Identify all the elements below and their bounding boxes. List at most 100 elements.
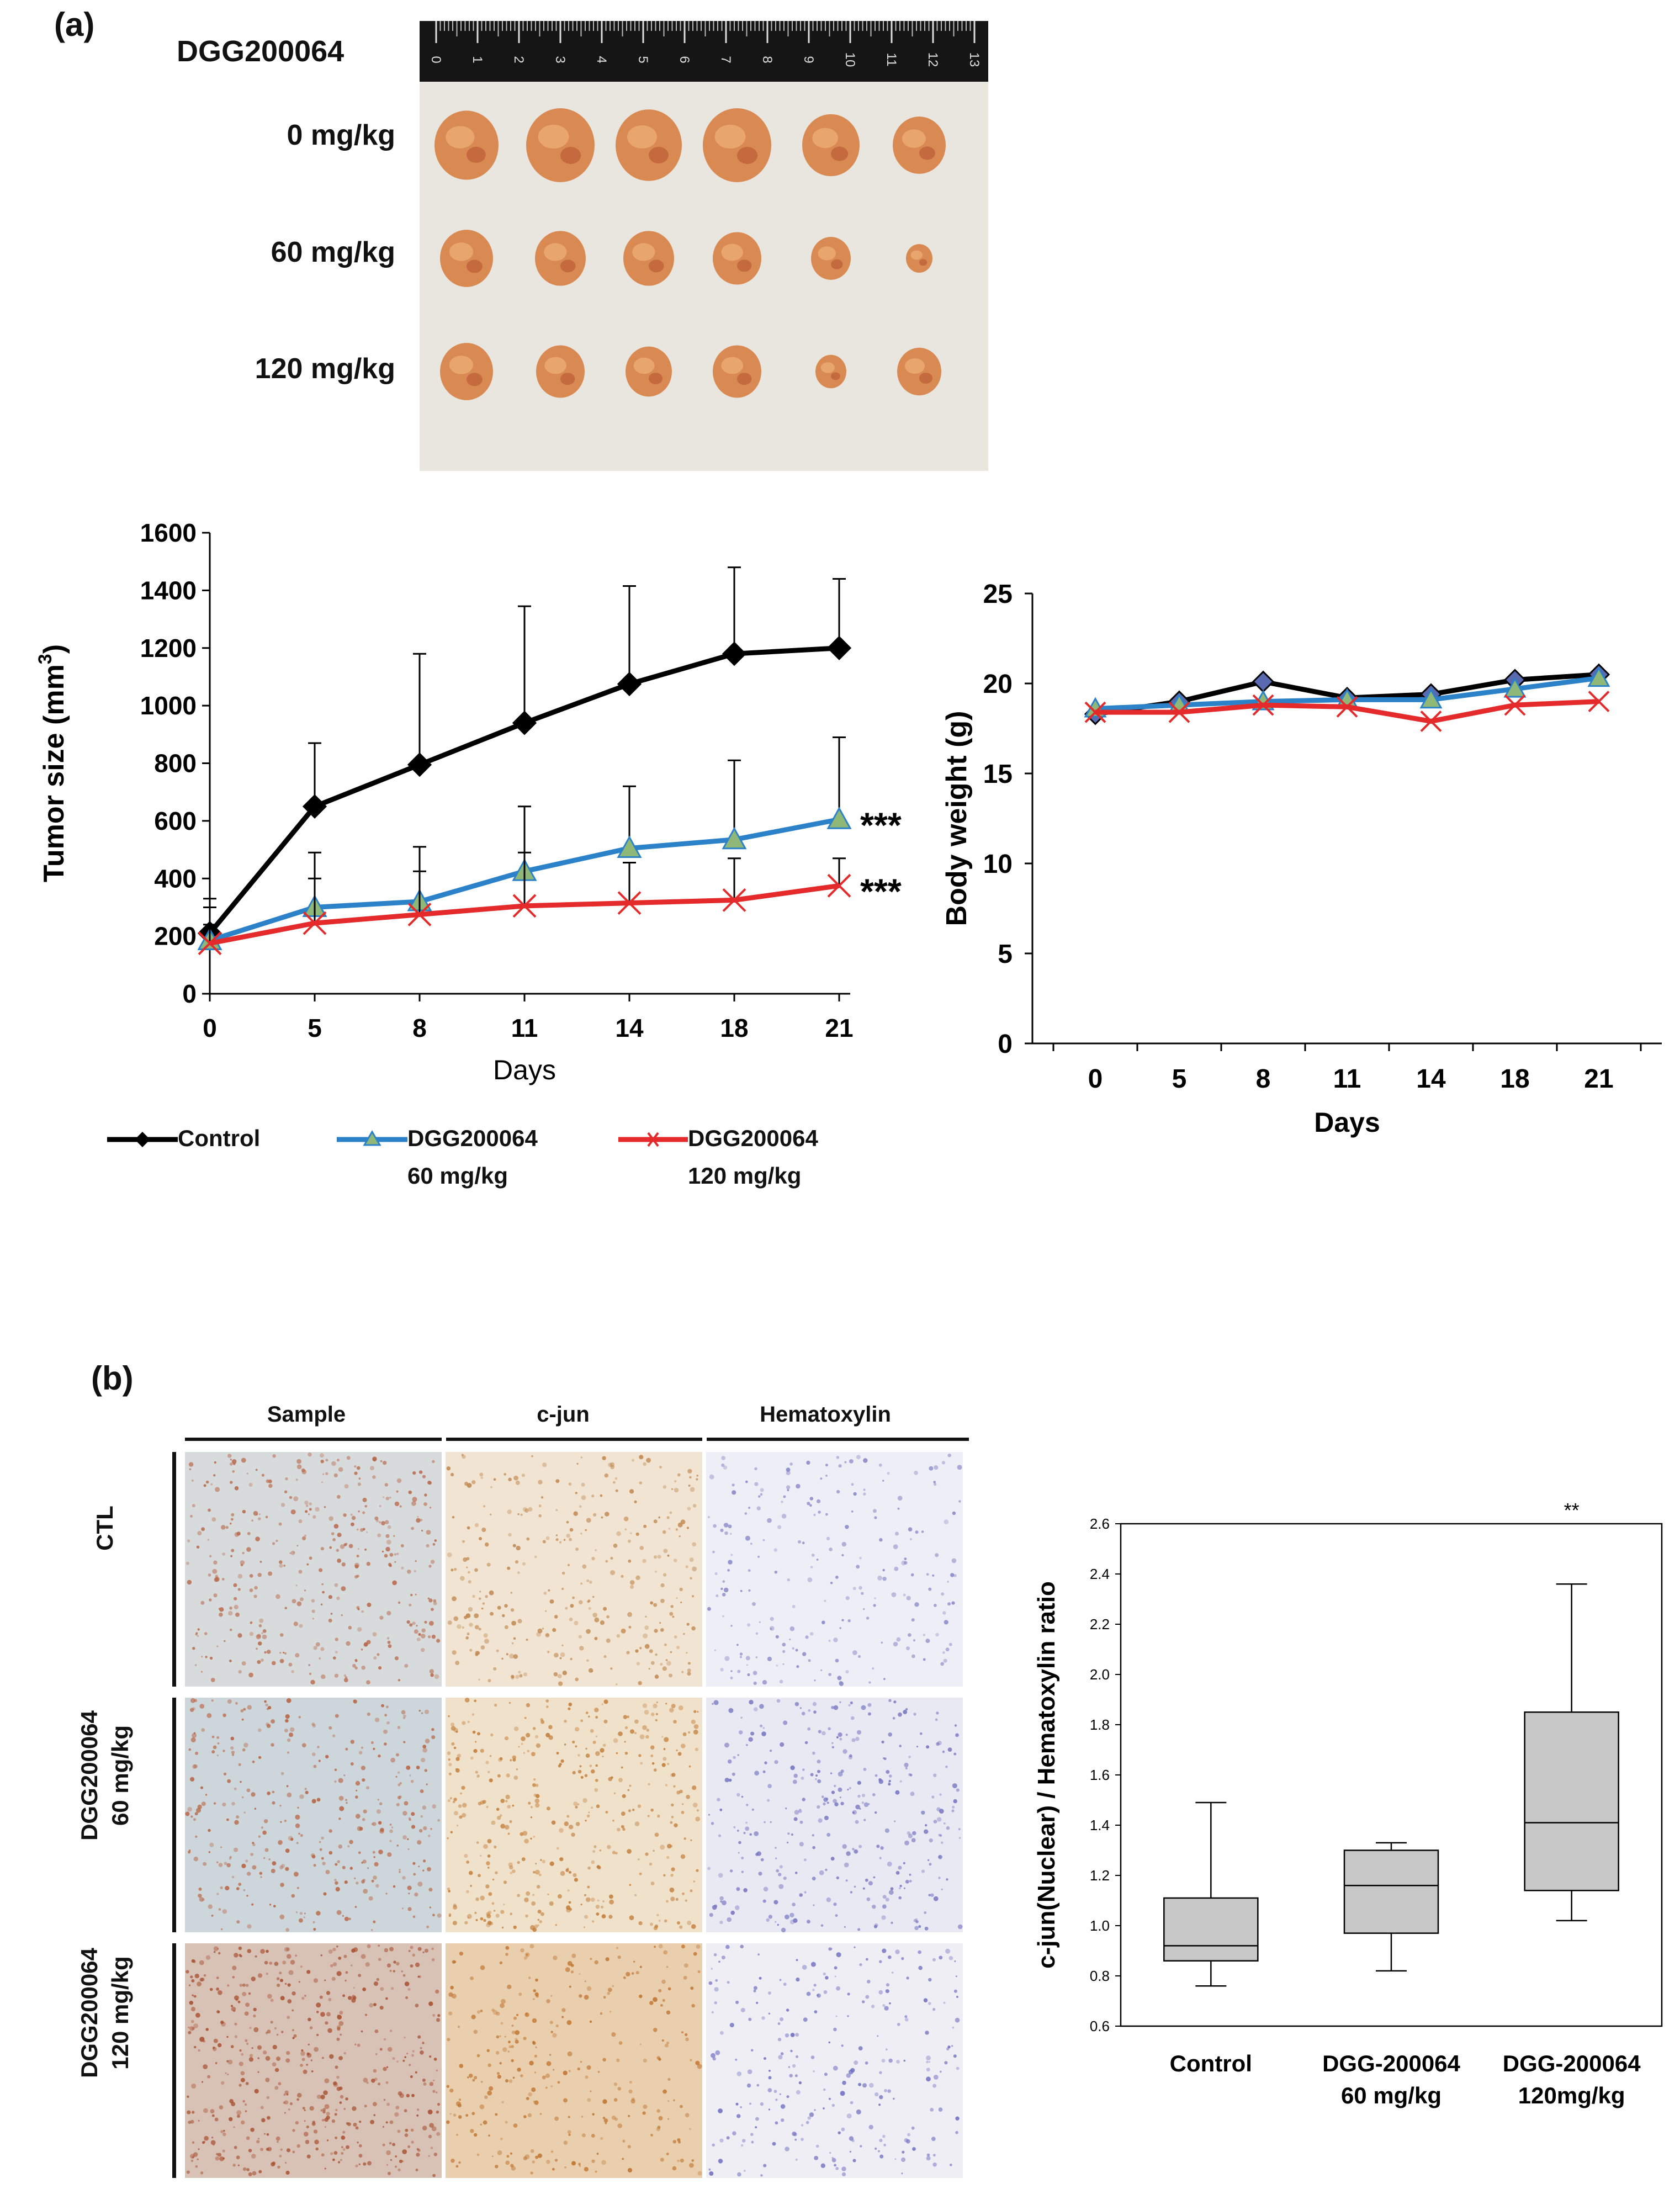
cell-nucleus	[275, 2136, 280, 2141]
cell-nucleus	[603, 1607, 607, 1611]
cell-nucleus	[546, 2061, 552, 2066]
cell-nucleus	[264, 2133, 266, 2135]
cell-nucleus	[190, 1737, 196, 1742]
micrograph-bg	[446, 1943, 702, 2178]
tumor-highlight	[449, 356, 473, 374]
cell-nucleus	[570, 1657, 573, 1661]
cell-nucleus	[217, 1948, 219, 1950]
cell-nucleus	[249, 1574, 253, 1578]
cell-nucleus	[338, 1817, 341, 1820]
cell-nucleus	[418, 1710, 421, 1712]
cell-nucleus	[555, 1538, 559, 1541]
y-tick-label: 1.4	[1090, 1817, 1110, 1833]
cell-nucleus	[506, 2155, 510, 2158]
cell-nucleus	[186, 2170, 190, 2174]
cell-nucleus	[635, 1649, 639, 1653]
cell-nucleus	[261, 1474, 264, 1477]
cell-nucleus	[728, 1560, 733, 1565]
cell-nucleus	[753, 1989, 756, 1992]
cell-nucleus	[552, 2069, 555, 2071]
cell-nucleus	[570, 1604, 574, 1608]
cell-nucleus	[627, 1715, 629, 1719]
cell-nucleus	[779, 1865, 783, 1869]
cell-nucleus	[313, 1646, 317, 1650]
cell-nucleus	[286, 2148, 291, 2153]
cell-nucleus	[287, 1792, 292, 1798]
cell-nucleus	[517, 2068, 521, 2072]
cell-nucleus	[216, 2010, 220, 2013]
cell-nucleus	[479, 1537, 482, 1540]
legend-control-marker	[135, 1132, 150, 1147]
cell-nucleus	[243, 1708, 246, 1711]
cell-nucleus	[385, 1520, 389, 1524]
cell-nucleus	[609, 2010, 612, 2013]
cell-nucleus	[325, 2021, 328, 2025]
cell-nucleus	[429, 2082, 434, 2086]
cell-nucleus	[526, 1954, 528, 1956]
series-1: ***	[197, 736, 902, 950]
cell-nucleus	[298, 1519, 303, 1523]
cell-nucleus	[622, 1827, 626, 1831]
cell-nucleus	[396, 1962, 400, 1966]
cell-nucleus	[945, 1766, 948, 1768]
cell-nucleus	[389, 1840, 392, 1842]
cell-nucleus	[511, 2024, 514, 2027]
cell-nucleus	[497, 1774, 501, 1778]
cell-nucleus	[566, 1520, 569, 1524]
cell-nucleus	[464, 1481, 469, 1486]
cell-nucleus	[834, 1784, 836, 1788]
cell-nucleus	[650, 1745, 655, 1750]
cell-nucleus	[601, 2160, 606, 2165]
cell-nucleus	[861, 1801, 865, 1804]
cell-nucleus	[321, 2153, 325, 2157]
cell-nucleus	[504, 2036, 506, 2038]
cell-nucleus	[410, 1946, 414, 1949]
cell-nucleus	[537, 1910, 542, 1914]
cell-nucleus	[340, 2159, 342, 2161]
cell-nucleus	[563, 1539, 566, 1541]
cell-nucleus	[475, 1919, 478, 1921]
cell-nucleus	[432, 1460, 435, 1464]
cell-nucleus	[427, 1597, 430, 1599]
cell-nucleus	[840, 2091, 845, 2096]
cell-nucleus	[336, 1596, 340, 1600]
cell-nucleus	[663, 2089, 667, 2094]
cell-nucleus	[638, 1754, 642, 1757]
cell-nucleus	[293, 1551, 295, 1554]
cell-nucleus	[465, 1613, 471, 1618]
cell-nucleus	[524, 1716, 527, 1719]
cell-nucleus	[728, 1524, 732, 1529]
cell-nucleus	[867, 1980, 871, 1984]
cell-nucleus	[378, 1755, 381, 1758]
cell-nucleus	[714, 1572, 718, 1576]
cell-nucleus	[402, 1876, 406, 1880]
cell-nucleus	[354, 1877, 356, 1879]
y-tick-label: 2.0	[1090, 1666, 1110, 1683]
cell-nucleus	[374, 2029, 379, 2033]
cell-nucleus	[192, 2027, 195, 2030]
cell-nucleus	[792, 1902, 796, 1906]
cell-nucleus	[656, 1914, 659, 1917]
cell-nucleus	[320, 1954, 322, 1957]
cell-nucleus	[429, 2123, 434, 2128]
cell-nucleus	[658, 2116, 663, 2121]
cell-nucleus	[240, 1709, 244, 1713]
cell-nucleus	[338, 1957, 342, 1960]
cell-nucleus	[288, 1970, 294, 1975]
col-header-sample: Sample	[267, 1402, 346, 1427]
cell-nucleus	[842, 1844, 847, 1849]
cell-nucleus	[557, 1894, 562, 1899]
cell-nucleus	[260, 2148, 264, 2151]
cell-nucleus	[616, 1752, 618, 1755]
cell-nucleus	[505, 1800, 508, 1803]
cell-nucleus	[817, 1499, 821, 1503]
cell-nucleus	[253, 2007, 257, 2012]
cell-nucleus	[516, 1768, 518, 1771]
cell-nucleus	[524, 1898, 529, 1902]
cell-nucleus	[571, 2161, 576, 2166]
cell-nucleus	[754, 1467, 757, 1471]
cell-nucleus	[323, 1892, 327, 1896]
cell-nucleus	[306, 2154, 311, 2159]
cell-nucleus	[328, 1997, 332, 2001]
cell-nucleus	[301, 1996, 305, 2000]
